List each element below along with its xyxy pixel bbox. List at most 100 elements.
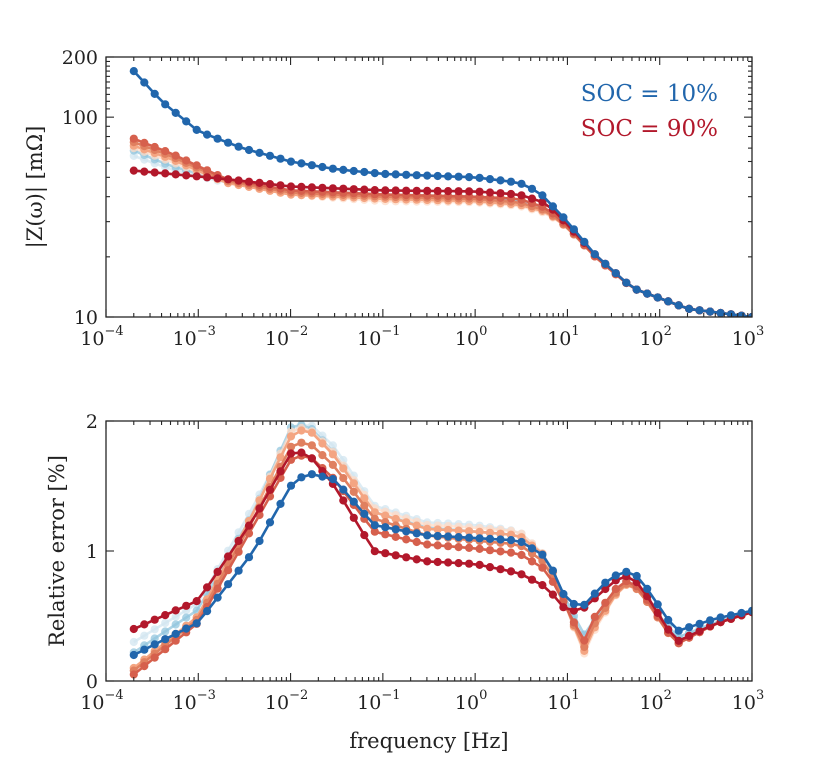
- data-point: [465, 533, 474, 542]
- x-tick-exponent: −4: [105, 324, 124, 339]
- data-point: [140, 138, 149, 147]
- data-point: [286, 449, 296, 458]
- data-point: [171, 620, 180, 629]
- data-point: [465, 173, 474, 182]
- data-point: [318, 162, 327, 172]
- data-point: [527, 575, 537, 584]
- data-point: [150, 625, 159, 634]
- data-point: [695, 306, 704, 315]
- data-point: [653, 600, 662, 609]
- data-point: [244, 521, 254, 530]
- data-point: [339, 165, 348, 174]
- data-point: [339, 464, 348, 473]
- data-point: [192, 161, 201, 170]
- x-tick-label: 100: [455, 688, 487, 714]
- data-point: [161, 147, 170, 156]
- data-point: [129, 670, 138, 679]
- data-point: [475, 534, 484, 543]
- data-point: [244, 145, 254, 155]
- data-point: [590, 250, 599, 259]
- data-point: [454, 172, 463, 181]
- data-point: [161, 611, 170, 620]
- data-point: [506, 548, 516, 557]
- data-point: [244, 177, 254, 186]
- data-point: [653, 608, 662, 618]
- data-point: [265, 518, 275, 527]
- data-point: [370, 547, 379, 556]
- data-point: [286, 432, 296, 441]
- data-point: [360, 509, 369, 518]
- data-point: [485, 546, 495, 555]
- data-point: [234, 142, 243, 151]
- data-point: [171, 629, 180, 639]
- y-tick-label: 1: [86, 541, 98, 563]
- data-point: [538, 550, 547, 559]
- data-point: [737, 311, 746, 317]
- data-point: [548, 202, 558, 211]
- data-point: [695, 627, 704, 636]
- data-point: [391, 532, 400, 542]
- data-point: [402, 535, 411, 544]
- data-point: [590, 589, 599, 598]
- data-point: [391, 514, 400, 524]
- data-point: [381, 186, 390, 195]
- data-point: [538, 581, 547, 590]
- x-tick-base: 10: [265, 692, 289, 714]
- data-point: [140, 620, 149, 629]
- data-point: [182, 624, 191, 633]
- data-point: [402, 553, 411, 562]
- data-point: [611, 269, 620, 278]
- data-point: [412, 521, 421, 530]
- x-tick-label: 102: [639, 688, 671, 714]
- data-point: [140, 645, 149, 654]
- data-point: [527, 194, 537, 203]
- data-point: [685, 304, 694, 313]
- x-tick-exponent: 1: [571, 688, 579, 703]
- data-point: [307, 454, 316, 463]
- data-point: [265, 485, 275, 494]
- data-point: [381, 523, 390, 532]
- data-point: [360, 167, 369, 177]
- data-point: [234, 176, 243, 185]
- data-point: [444, 187, 453, 196]
- data-point: [747, 606, 752, 615]
- x-tick-base: 10: [547, 692, 571, 714]
- data-point: [454, 526, 463, 535]
- data-point: [224, 175, 233, 184]
- data-point: [286, 157, 296, 166]
- data-point: [129, 134, 138, 143]
- magnitude-panel: 10−4 10−3 10−2 10−1 100 101 102 10310100200|Z(ω…: [23, 47, 764, 350]
- x-tick-label: 101: [547, 688, 579, 714]
- x-tick-label: 10−1: [357, 688, 400, 714]
- data-point: [496, 565, 505, 574]
- x-tick-base: 10: [357, 692, 381, 714]
- data-point: [485, 175, 495, 184]
- x-tick-label: 10−3: [173, 324, 216, 350]
- data-point: [475, 527, 484, 537]
- x-tick-label: 103: [732, 688, 764, 714]
- data-point: [381, 511, 390, 520]
- data-point: [402, 170, 411, 179]
- data-point: [538, 197, 547, 207]
- data-point: [255, 148, 264, 157]
- data-point: [402, 527, 411, 536]
- data-point: [161, 100, 170, 109]
- series-line-5: [133, 137, 752, 317]
- data-point: [297, 473, 306, 482]
- data-point: [444, 532, 453, 541]
- data-point: [496, 176, 505, 185]
- data-point: [192, 597, 201, 606]
- data-point: [161, 635, 170, 644]
- data-point: [276, 467, 285, 476]
- data-point: [454, 559, 463, 568]
- legend-entry: SOC = 90%: [581, 116, 718, 142]
- data-point: [726, 611, 736, 620]
- data-point: [569, 618, 579, 627]
- data-point: [601, 598, 610, 607]
- x-tick-base: 10: [639, 328, 663, 350]
- x-tick-base: 10: [80, 692, 104, 714]
- x-tick-exponent: −1: [381, 324, 400, 339]
- data-point: [454, 533, 463, 542]
- x-tick-exponent: −1: [381, 688, 400, 703]
- data-point: [674, 301, 683, 310]
